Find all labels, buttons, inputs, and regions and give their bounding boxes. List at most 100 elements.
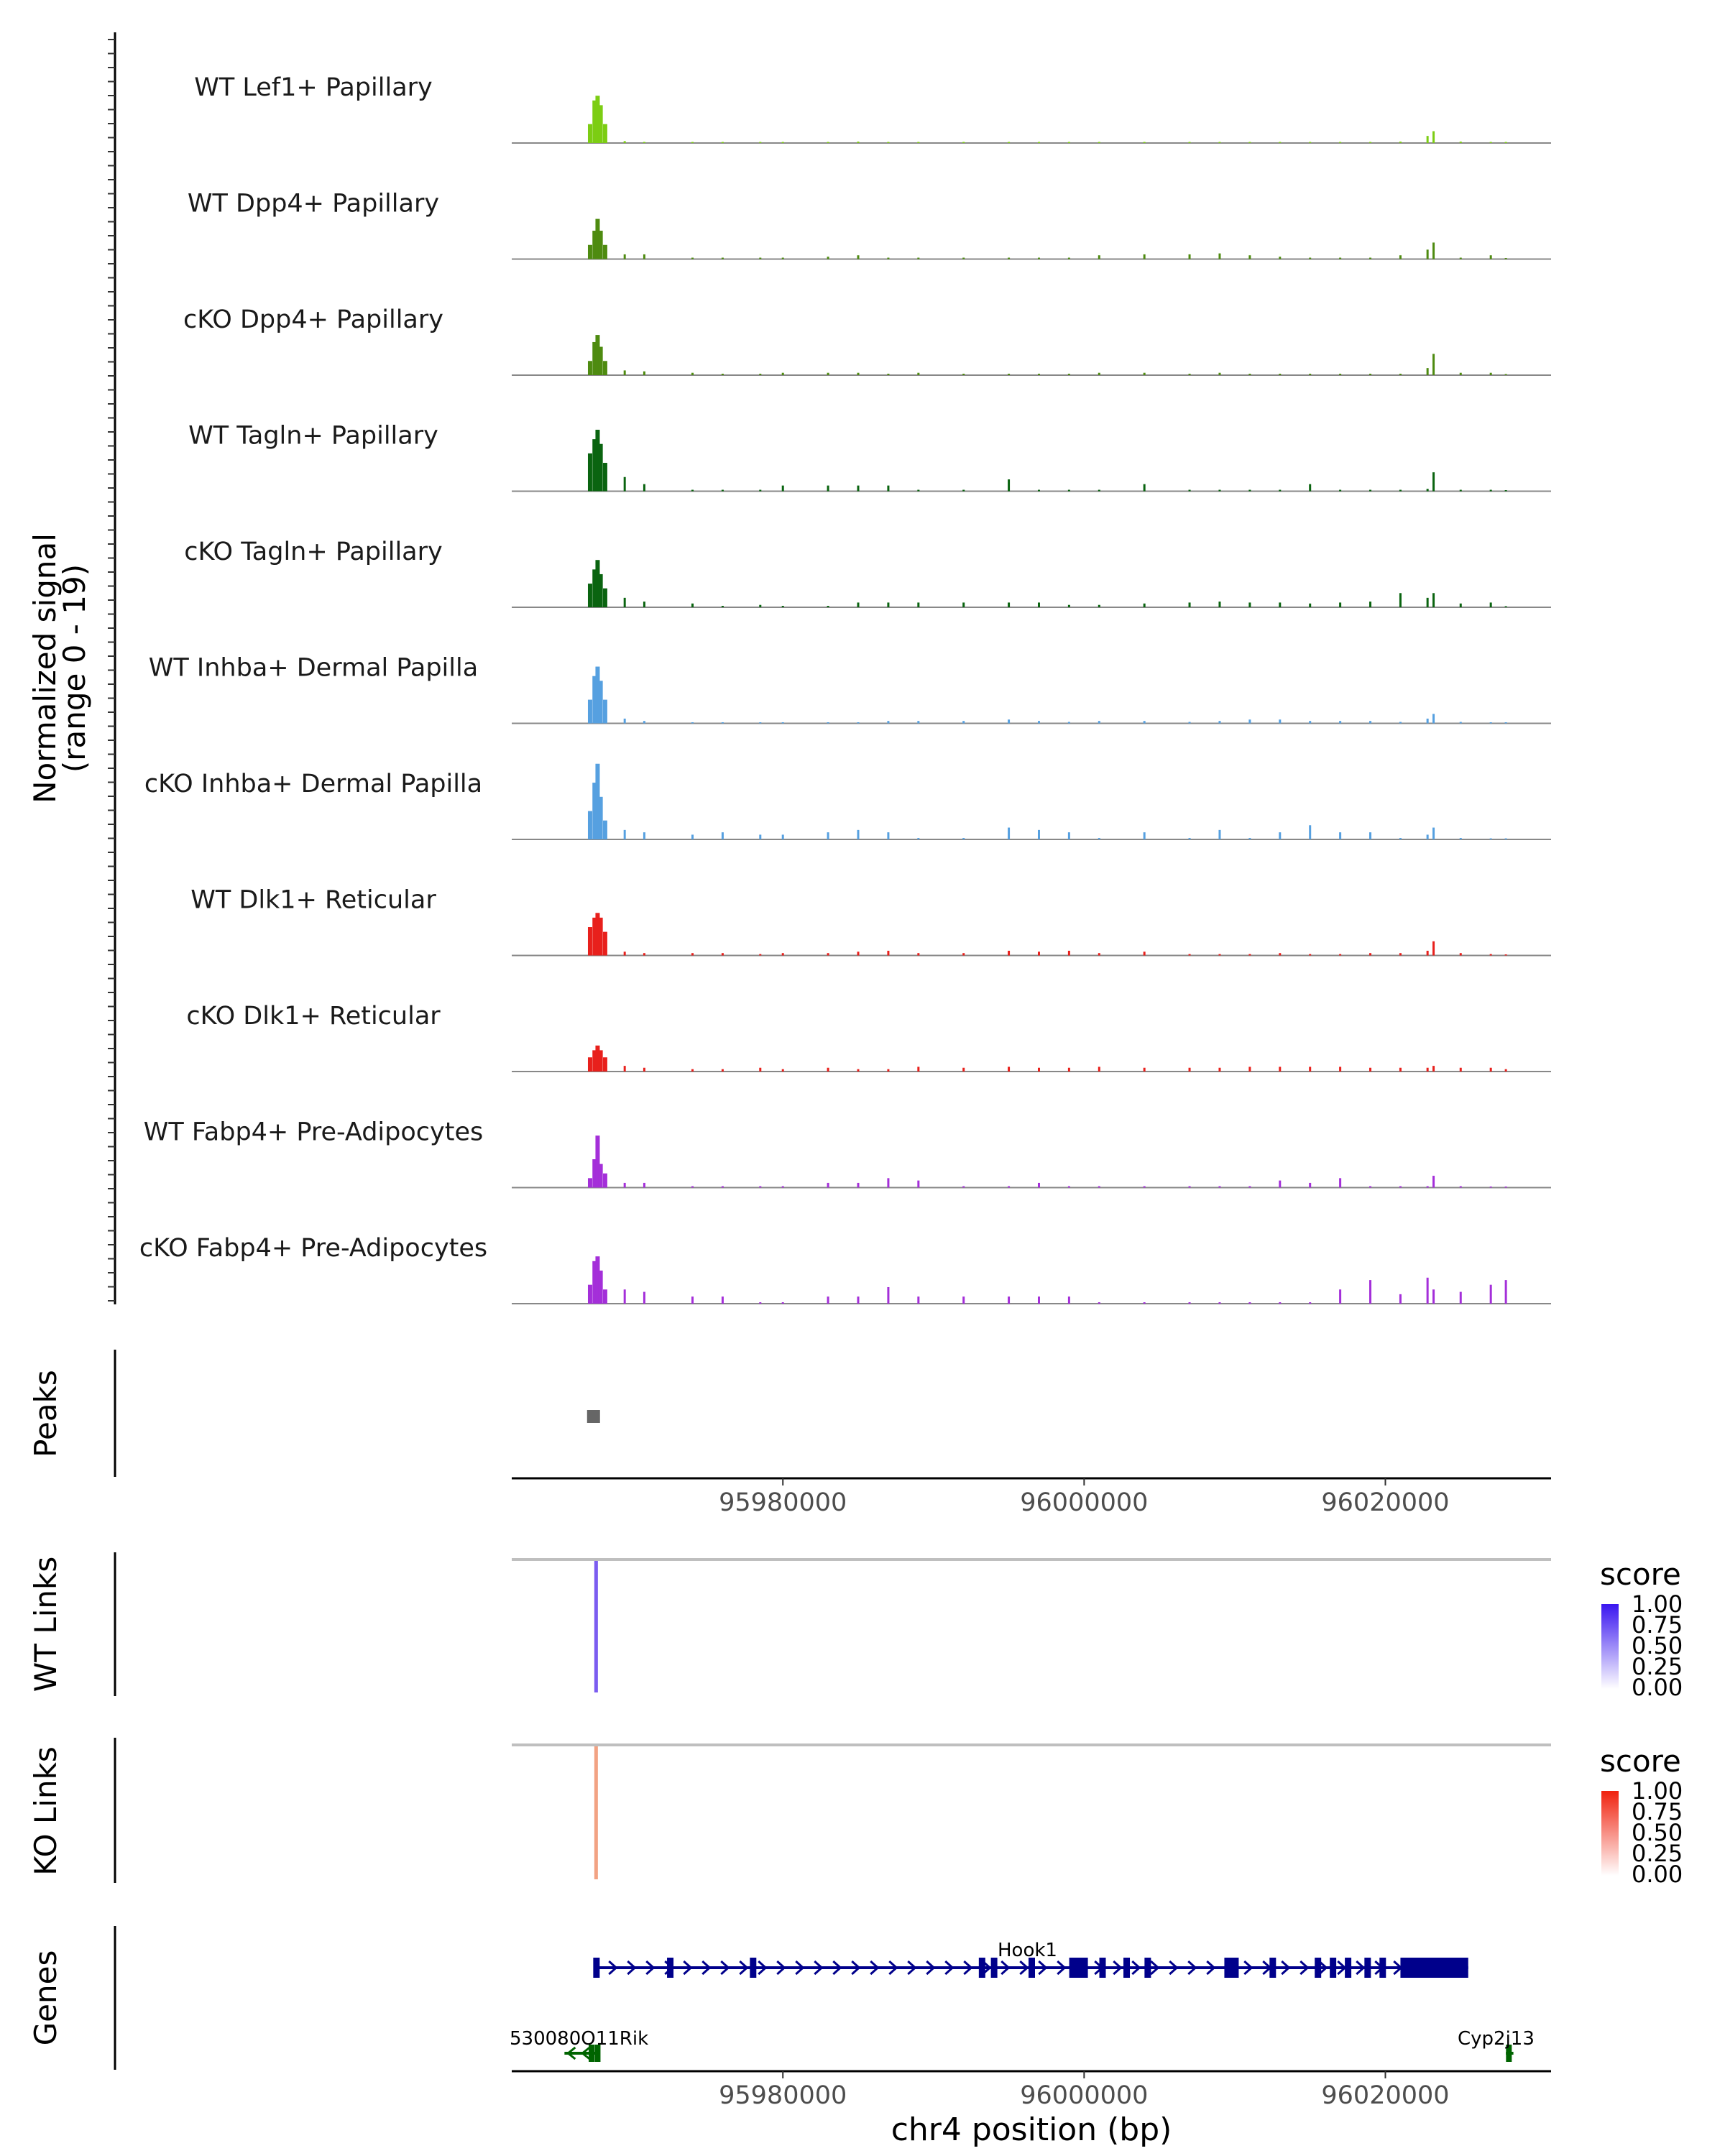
coverage-signal-bar (1218, 142, 1221, 143)
coverage-signal-bar (1279, 832, 1282, 839)
coverage-signal-bar (1279, 719, 1282, 724)
coverage-signal-bar (887, 721, 890, 724)
coverage-signal-bar (623, 1182, 626, 1188)
coverage-signal-bar (592, 676, 597, 724)
coverage-signal-bar (1248, 838, 1251, 839)
gene-cyp2j13-exon (1506, 2045, 1512, 2062)
wt-links-legend: score 1.00 0.75 0.50 0.25 0.00 (1600, 1557, 1683, 1701)
coverage-signal-bar (1432, 354, 1435, 375)
coverage-signal-bar (759, 604, 762, 607)
x-tick-label: 96000000 (1020, 2081, 1148, 2110)
peak-region (586, 1410, 600, 1423)
gene-hook1-strand-arrow (702, 1960, 712, 1976)
gene-hook1-exon (1227, 1958, 1239, 1978)
coverage-signal-bar (1432, 941, 1435, 956)
coverage-track-label: cKO Tagln+ Papillary (184, 538, 443, 566)
coverage-signal-bar (857, 1182, 860, 1188)
gene-hook1-strand-arrow (720, 1960, 730, 1976)
coverage-signal-bar (1309, 1067, 1312, 1072)
coverage-signal-bar (587, 699, 592, 724)
gene-hook1-strand-arrow (795, 1960, 805, 1976)
coverage-signal-bar (1218, 1302, 1221, 1304)
coverage-signal-bar (592, 231, 597, 259)
coverage-signal-bar (759, 954, 762, 956)
coverage-signal-bar (643, 832, 645, 839)
coverage-signal-bar (759, 142, 762, 143)
coverage-signal-bar (1309, 1302, 1312, 1304)
gene-hook1-exon (1269, 1958, 1276, 1978)
coverage-signal-bar (1143, 1186, 1146, 1188)
coverage-signal-bar (781, 1302, 784, 1304)
gene-hook1-strand-arrow (739, 1960, 749, 1976)
gene-hook1-strand-arrow (608, 1960, 618, 1976)
coverage-signal-bar (1037, 952, 1040, 956)
coverage-track-label: cKO Dpp4+ Papillary (183, 305, 443, 334)
x-tick-label: 96020000 (1321, 1488, 1449, 1517)
coverage-signal-bar (1399, 722, 1402, 724)
gene-hook1-strand-arrow (1300, 1960, 1310, 1976)
coverage-signal-bar (1489, 1067, 1492, 1072)
gene-hook1-exon (1315, 1958, 1322, 1978)
coverage-track: WT Dpp4+ Papillary (188, 190, 1551, 260)
gene-hook1-strand-arrow (1318, 1960, 1328, 1976)
gene-hook1-strand-arrow (963, 1960, 973, 1976)
coverage-signal-bar (643, 602, 645, 607)
coverage-signal-bar (962, 1186, 965, 1188)
coverage-signal-bar (1399, 953, 1402, 956)
coverage-signal-bar (781, 722, 784, 724)
coverage-signal-bar (1504, 374, 1507, 375)
wt-legend-tick-1: 1.00 (1632, 1590, 1683, 1618)
x-tick-label: 95980000 (719, 1488, 847, 1517)
coverage-signal-bar (1098, 838, 1100, 839)
coverage-track-label: WT Lef1+ Papillary (194, 73, 433, 102)
coverage-signal-bar (602, 588, 607, 607)
coverage-signal-bar (1188, 374, 1191, 375)
coverage-signal-bar (595, 560, 600, 607)
coverage-signal-bar (827, 257, 829, 259)
coverage-signal-bar (1098, 255, 1100, 259)
coverage-signal-bar (1309, 603, 1312, 607)
coverage-signal-bar (781, 257, 784, 259)
coverage-signal-bar (1008, 1186, 1011, 1188)
coverage-signal-bar (1459, 257, 1462, 259)
coverage-signal-bar (1037, 1182, 1040, 1188)
coverage-signal-bar (595, 913, 600, 956)
coverage-signal-bar (1008, 142, 1011, 143)
coverage-signal-bar (1309, 954, 1312, 956)
coverage-signal-bar (1489, 372, 1492, 375)
coverage-signal-bar (721, 832, 724, 839)
coverage-signal-bar (721, 722, 724, 724)
coverage-y-ticks (108, 39, 115, 1302)
coverage-signal-bar (598, 1164, 603, 1188)
coverage-signal-bar (602, 244, 607, 259)
coverage-signal-bar (1279, 1180, 1282, 1188)
coverage-signal-bar (1279, 142, 1282, 143)
coverage-signal-bar (623, 476, 626, 492)
gene-hook1-exon (750, 1958, 757, 1978)
coverage-signal-bar (962, 374, 965, 375)
gene-hook1-exon (978, 1958, 985, 1978)
coverage-signal-bar (781, 142, 784, 143)
coverage-signal-bar (1369, 142, 1372, 143)
gene-hook1-strand-arrow (758, 1960, 768, 1976)
coverage-signal-bar (1143, 1067, 1146, 1072)
coverage-signal-bar (602, 361, 607, 375)
gene-hook1-exon (1029, 1958, 1035, 1978)
coverage-signal-bar (592, 917, 597, 956)
gene-hook1-exon (990, 1958, 998, 1978)
coverage-signal-bar (887, 1178, 890, 1188)
coverage-signal-bar (1279, 257, 1282, 259)
gene-hook1-strand-arrow (944, 1960, 954, 1976)
coverage-signal-bar (1426, 136, 1429, 143)
coverage-signal-bar (1143, 484, 1146, 492)
coverage-signal-bar (1504, 1069, 1507, 1072)
coverage-signal-bar (643, 953, 645, 956)
coverage-signal-bar (1339, 489, 1342, 492)
coverage-signal-bar (1098, 1302, 1100, 1304)
coverage-signal-bar (721, 606, 724, 607)
gene-hook1-strand-arrow (926, 1960, 936, 1976)
coverage-signal-bar (598, 917, 603, 956)
coverage-signal-bar (595, 218, 600, 259)
coverage-signal-bar (759, 489, 762, 492)
coverage-signal-bar (887, 374, 890, 375)
